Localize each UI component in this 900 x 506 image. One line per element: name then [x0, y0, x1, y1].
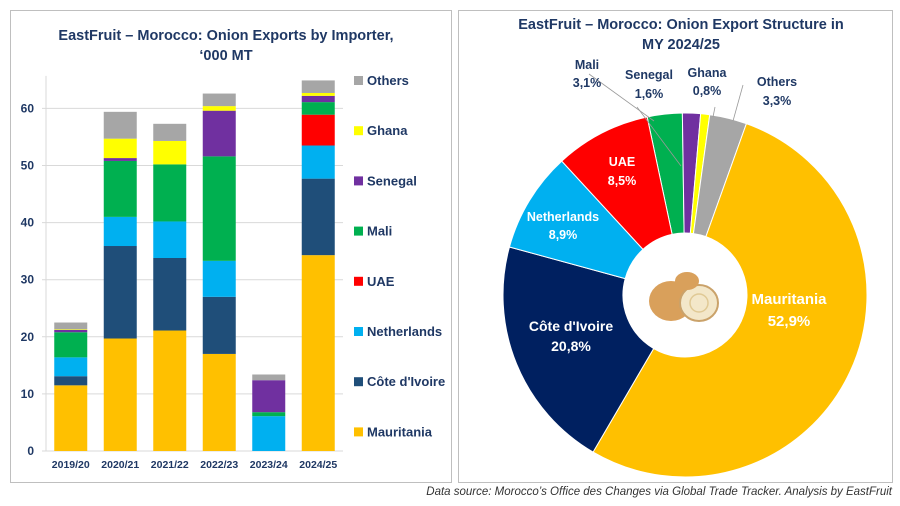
pie-pct-mauritania: 52,9%	[768, 313, 811, 330]
legend-swatch	[354, 427, 363, 437]
pie-pct-cote-divoire: 20,8%	[551, 338, 591, 354]
y-tick-label: 0	[27, 444, 34, 458]
x-tick-label: 2019/20	[52, 459, 90, 471]
bar-segment-netherlands-2023/24	[252, 416, 286, 451]
legend-swatch	[354, 276, 363, 286]
bar-segment-uae-2024/25	[301, 114, 335, 146]
bar-segment-senegal-2023/24	[252, 380, 286, 413]
x-tick-label: 2023/24	[250, 459, 288, 471]
legend-swatch	[354, 377, 363, 387]
bar-segment-others-2020/21	[103, 111, 137, 139]
bar-segment-senegal-2022/23	[202, 110, 236, 157]
y-tick-label: 50	[21, 159, 35, 173]
pie-label-ghana: Ghana	[688, 66, 728, 80]
bar-segment-c-te-d-ivoire-2022/23	[202, 296, 236, 354]
bar-segment-others-2024/25	[301, 80, 335, 93]
bar-segment-senegal-2019/20	[54, 329, 88, 333]
bar-segment-mauritania-2022/23	[202, 353, 236, 451]
pie-chart: EastFruit – Morocco: Onion Export Struct…	[502, 17, 868, 478]
bar-segment-mali-2023/24	[252, 412, 286, 417]
bar-segment-netherlands-2020/21	[103, 216, 137, 247]
x-tick-label: 2022/23	[200, 459, 238, 471]
pie-pct-netherlands: 8,9%	[549, 228, 578, 242]
bar-segment-netherlands-2024/25	[301, 145, 335, 179]
pie-pct-mali: 3,1%	[573, 76, 602, 90]
bar-segment-mauritania-2020/21	[103, 338, 137, 451]
legend-item: Others	[367, 73, 409, 88]
bar-segment-ghana-2019/20	[54, 329, 88, 330]
bar-segment-mali-2021/22	[153, 164, 187, 222]
bar-segment-mauritania-2019/20	[54, 385, 88, 451]
y-tick-label: 10	[21, 387, 35, 401]
legend-item: Mauritania	[367, 424, 433, 439]
y-tick-label: 30	[21, 273, 35, 287]
bar-chart-title: EastFruit – Morocco: Onion Exports by Im…	[58, 28, 393, 44]
legend-item: Senegal	[367, 173, 417, 188]
pie-chart-panel: EastFruit – Morocco: Onion Export Struct…	[458, 10, 893, 483]
bar-segment-others-2021/22	[153, 123, 187, 141]
y-tick-label: 60	[21, 101, 35, 115]
legend-item: Ghana	[367, 123, 408, 138]
bar-segment-c-te-d-ivoire-2020/21	[103, 246, 137, 339]
bar-segment-others-2019/20	[54, 322, 88, 330]
legend-swatch	[354, 327, 363, 336]
bar-segment-senegal-2020/21	[103, 158, 137, 161]
bar-chart: EastFruit – Morocco: Onion Exports by Im…	[21, 28, 446, 471]
bar-segment-mali-2024/25	[301, 102, 335, 115]
legend-item: Côte d'Ivoire	[367, 374, 445, 389]
pie-label-mali: Mali	[575, 58, 599, 72]
x-tick-label: 2020/21	[101, 459, 139, 471]
bar-segment-others-2022/23	[202, 93, 236, 107]
onion-image	[623, 233, 747, 357]
legend-swatch	[354, 176, 363, 186]
pie-pct-uae: 8,5%	[608, 174, 637, 188]
pie-pct-ghana: 0,8%	[693, 84, 722, 98]
y-tick-label: 40	[21, 216, 35, 230]
data-source-note: Data source: Morocco’s Office des Change…	[426, 486, 892, 498]
bar-segment-mauritania-2021/22	[153, 330, 187, 451]
legend-swatch	[354, 76, 363, 85]
bar-segment-netherlands-2019/20	[54, 357, 88, 377]
bar-segment-netherlands-2021/22	[153, 221, 187, 259]
bar-segment-mali-2020/21	[103, 160, 137, 217]
bar-segment-mali-2022/23	[202, 156, 236, 261]
bar-segment-ghana-2020/21	[103, 138, 137, 159]
pie-pct-others: 3,3%	[763, 94, 792, 108]
pie-label-senegal: Senegal	[625, 68, 673, 82]
pie-pct-senegal: 1,6%	[635, 87, 664, 101]
legend-item: Netherlands	[367, 324, 442, 339]
bar-chart-title-line2: ‘000 MT	[199, 48, 252, 64]
legend-swatch	[354, 126, 363, 136]
x-tick-label: 2021/22	[151, 459, 189, 471]
pie-label-netherlands: Netherlands	[527, 210, 599, 224]
bar-segment-c-te-d-ivoire-2021/22	[153, 258, 187, 331]
bar-segment-c-te-d-ivoire-2019/20	[54, 376, 88, 386]
bar-segment-c-te-d-ivoire-2024/25	[301, 178, 335, 256]
pie-chart-title: EastFruit – Morocco: Onion Export Struct…	[518, 17, 843, 33]
pie-label-uae: UAE	[609, 155, 635, 169]
y-tick-label: 20	[21, 330, 35, 344]
pie-label-mauritania: Mauritania	[751, 291, 827, 308]
bar-segment-ghana-2024/25	[301, 92, 335, 96]
bar-segment-netherlands-2022/23	[202, 260, 236, 297]
bar-chart-panel: EastFruit – Morocco: Onion Exports by Im…	[10, 10, 452, 483]
x-tick-label: 2024/25	[299, 459, 337, 471]
bar-segment-mauritania-2024/25	[301, 255, 335, 451]
pie-chart-title-line2: MY 2024/25	[642, 37, 720, 53]
legend-item: Mali	[367, 224, 392, 239]
bar-segment-ghana-2022/23	[202, 106, 236, 111]
bar-segment-ghana-2021/22	[153, 140, 187, 165]
pie-label-others: Others	[757, 75, 797, 89]
bar-segment-senegal-2024/25	[301, 95, 335, 103]
leader-lines	[588, 73, 744, 167]
bar-segment-mali-2019/20	[54, 332, 88, 358]
legend-swatch	[354, 226, 363, 236]
bar-segment-others-2023/24	[252, 374, 286, 381]
legend-item: UAE	[367, 274, 395, 289]
pie-label-cote-divoire: Côte d'Ivoire	[529, 318, 613, 334]
